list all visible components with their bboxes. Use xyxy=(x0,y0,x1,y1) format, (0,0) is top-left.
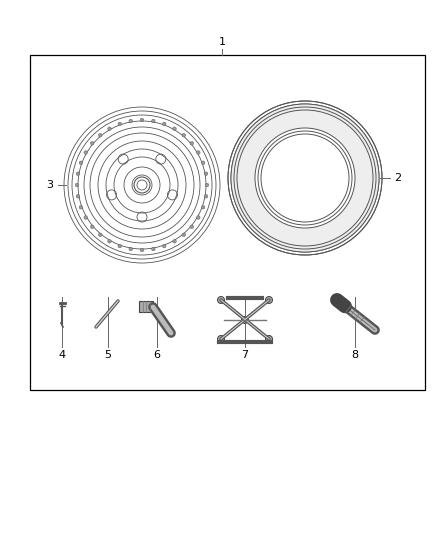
Circle shape xyxy=(201,205,205,209)
Circle shape xyxy=(140,248,144,252)
Circle shape xyxy=(84,151,88,154)
Text: 8: 8 xyxy=(351,350,359,360)
Circle shape xyxy=(231,104,379,252)
Text: 6: 6 xyxy=(153,350,160,360)
Circle shape xyxy=(99,233,102,237)
Circle shape xyxy=(118,122,122,126)
Circle shape xyxy=(108,127,111,131)
Circle shape xyxy=(190,225,194,229)
Circle shape xyxy=(140,118,144,122)
Circle shape xyxy=(84,216,88,219)
Circle shape xyxy=(162,122,166,126)
Circle shape xyxy=(173,239,177,243)
Circle shape xyxy=(182,133,186,137)
Circle shape xyxy=(90,225,94,229)
Text: 1: 1 xyxy=(219,37,226,47)
Circle shape xyxy=(152,119,155,123)
Circle shape xyxy=(75,183,79,187)
Circle shape xyxy=(204,195,208,198)
Circle shape xyxy=(255,128,355,228)
Circle shape xyxy=(76,172,80,175)
Circle shape xyxy=(241,317,248,324)
Circle shape xyxy=(108,239,111,243)
Text: 2: 2 xyxy=(395,173,402,183)
Circle shape xyxy=(90,141,94,145)
Circle shape xyxy=(218,296,225,303)
Circle shape xyxy=(173,127,177,131)
Circle shape xyxy=(182,233,186,237)
Circle shape xyxy=(201,161,205,165)
Circle shape xyxy=(129,247,133,251)
Circle shape xyxy=(152,247,155,251)
Text: 7: 7 xyxy=(241,350,248,360)
Circle shape xyxy=(265,296,272,303)
Text: 4: 4 xyxy=(58,350,66,360)
Circle shape xyxy=(197,151,200,154)
Circle shape xyxy=(197,216,200,219)
Polygon shape xyxy=(139,301,153,312)
Circle shape xyxy=(99,133,102,137)
Text: 3: 3 xyxy=(46,180,53,190)
Circle shape xyxy=(79,161,83,165)
Text: 5: 5 xyxy=(105,350,112,360)
Circle shape xyxy=(79,205,83,209)
Circle shape xyxy=(129,119,133,123)
Circle shape xyxy=(190,141,194,145)
Circle shape xyxy=(265,335,272,343)
Bar xyxy=(30,55,425,390)
Circle shape xyxy=(118,244,122,248)
Circle shape xyxy=(204,172,208,175)
Circle shape xyxy=(205,183,209,187)
Circle shape xyxy=(218,335,225,343)
Circle shape xyxy=(76,195,80,198)
Circle shape xyxy=(162,244,166,248)
